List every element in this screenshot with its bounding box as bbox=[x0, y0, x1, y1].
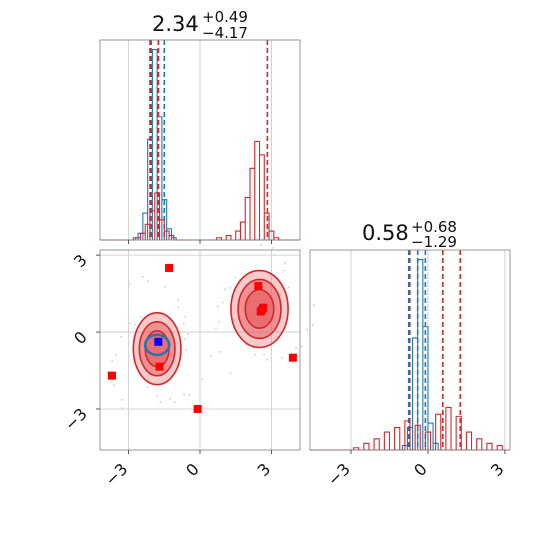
sample-point bbox=[201, 378, 204, 381]
sample-point bbox=[215, 327, 217, 330]
sample-point bbox=[120, 335, 123, 338]
sample-point bbox=[300, 345, 303, 348]
red-marker-5 bbox=[254, 281, 263, 290]
blue-contour bbox=[143, 333, 171, 357]
sample-point bbox=[252, 347, 255, 349]
sample-point bbox=[281, 356, 283, 359]
title-top: 2.34 bbox=[152, 12, 199, 36]
title-right-sub: −1.29 bbox=[411, 233, 457, 251]
y-tick-label-1: 0 bbox=[70, 327, 91, 348]
blue-marker-0 bbox=[154, 337, 163, 346]
sample-point bbox=[173, 401, 176, 404]
sample-point bbox=[287, 286, 290, 289]
sample-point bbox=[111, 360, 114, 363]
sample-point bbox=[283, 269, 286, 272]
sample-point bbox=[146, 386, 149, 389]
sample-point bbox=[159, 400, 162, 403]
sample-point bbox=[311, 324, 314, 327]
sample-point bbox=[237, 237, 240, 240]
sample-point bbox=[187, 333, 189, 336]
x-tick-label-2: 3 bbox=[254, 459, 275, 480]
panel-frame bbox=[309, 249, 511, 451]
sample-point bbox=[183, 338, 186, 341]
sample-point bbox=[295, 346, 297, 349]
sample-point bbox=[114, 354, 117, 357]
sample-point bbox=[156, 395, 159, 397]
title-right-main: 0.58 bbox=[362, 221, 409, 245]
marginal-x-panel bbox=[99, 39, 301, 244]
sample-point bbox=[272, 247, 275, 249]
sample-point bbox=[219, 350, 221, 353]
title-top-sub: −4.17 bbox=[202, 24, 248, 42]
sample-point bbox=[112, 384, 115, 386]
sample-point bbox=[260, 244, 263, 246]
sample-point bbox=[306, 328, 309, 331]
sample-point bbox=[188, 394, 191, 397]
sample-point bbox=[147, 280, 150, 283]
sample-point bbox=[218, 321, 221, 323]
sample-point bbox=[183, 322, 185, 325]
x-tick-label-1: 0 bbox=[182, 459, 203, 480]
sample-point bbox=[129, 322, 132, 325]
sample-point bbox=[266, 358, 269, 361]
x-tick-label-0: −3 bbox=[101, 459, 131, 489]
sample-point bbox=[184, 349, 187, 351]
sample-point bbox=[217, 305, 220, 308]
sample-point bbox=[229, 372, 232, 375]
title-top-sup: +0.49 bbox=[202, 8, 248, 26]
sample-point bbox=[128, 283, 131, 286]
red-marker-3 bbox=[288, 353, 297, 362]
sample-point bbox=[210, 355, 213, 358]
y-tick-label-2: 3 bbox=[70, 251, 91, 272]
sample-point bbox=[274, 254, 277, 257]
sample-point bbox=[163, 286, 166, 288]
red-marker-1 bbox=[107, 371, 116, 380]
red-marker-0 bbox=[165, 263, 174, 272]
sample-point bbox=[256, 238, 259, 240]
sample-point bbox=[254, 353, 257, 356]
title-top-main: 2.34 bbox=[152, 12, 199, 36]
sample-point bbox=[176, 298, 179, 301]
joint-panel: −3 0 3 −3 0 3 bbox=[61, 237, 315, 490]
red-marker-8 bbox=[257, 306, 266, 315]
sample-point bbox=[283, 262, 286, 264]
red-histogram bbox=[310, 406, 510, 451]
x-tick-label-0: −3 bbox=[324, 459, 354, 489]
sample-point bbox=[221, 301, 224, 304]
sample-point bbox=[184, 315, 187, 318]
red-marker-4 bbox=[155, 362, 164, 371]
sample-point bbox=[134, 323, 137, 326]
blue-histogram bbox=[100, 48, 300, 241]
sample-point bbox=[121, 407, 124, 410]
x-tick-label-1: 0 bbox=[410, 459, 431, 480]
sample-point bbox=[142, 275, 144, 278]
red-histogram bbox=[100, 140, 300, 241]
red-marker-2 bbox=[193, 404, 202, 413]
blue-histogram bbox=[310, 258, 510, 451]
sample-point bbox=[121, 398, 123, 401]
sample-point bbox=[224, 288, 227, 291]
title-right-sup: +0.68 bbox=[411, 218, 457, 236]
sample-point bbox=[139, 316, 142, 319]
sample-point bbox=[229, 287, 232, 289]
sample-point bbox=[263, 353, 265, 356]
sample-point bbox=[312, 304, 315, 307]
sample-point bbox=[177, 306, 180, 309]
marginal-y-panel: −3 0 3 bbox=[309, 249, 511, 490]
y-tick-label-0: −3 bbox=[61, 404, 91, 434]
sample-point bbox=[183, 393, 185, 396]
title-right: 0.58 bbox=[362, 221, 409, 245]
x-tick-label-2: 3 bbox=[487, 459, 508, 480]
sample-point bbox=[234, 277, 237, 279]
sample-point bbox=[169, 397, 171, 400]
